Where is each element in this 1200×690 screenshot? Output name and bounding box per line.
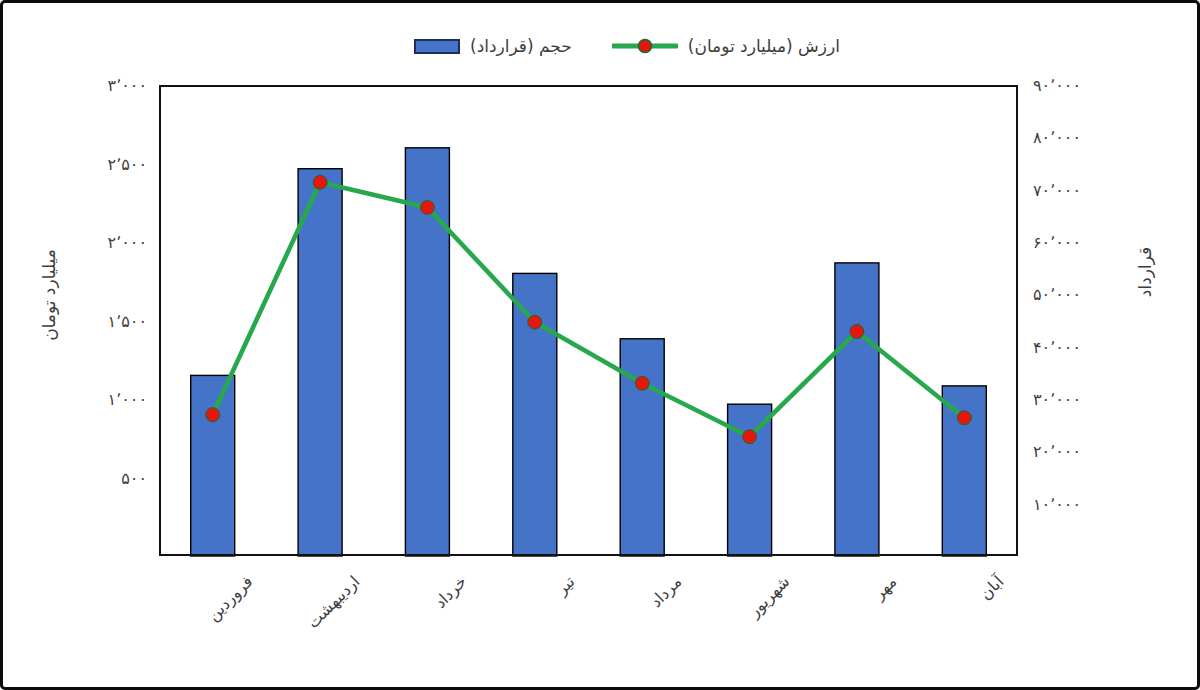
volume-bar [620,339,664,556]
value-marker [313,175,327,189]
legend: ارزش (میلیارد تومان) حجم (قرارداد) [30,36,1200,56]
value-marker [206,408,220,422]
left-tick-label: ۵۰۰ [121,468,147,487]
value-marker [957,411,971,425]
legend-item-value: ارزش (میلیارد تومان) [612,36,840,56]
plot-svg [159,85,1018,556]
right-tick-label: ۹۰٬۰۰۰ [1033,76,1081,95]
x-axis-labels: فروردیناردیبهشتخردادتیرمردادشهریورمهرآبا… [159,556,1018,690]
left-tick-label: ۲٬۵۰۰ [108,154,147,173]
left-tick-label: ۱٬۵۰۰ [108,311,147,330]
x-category-label: فروردین [122,572,256,690]
bar-swatch-icon [414,39,460,54]
volume-bar [298,169,342,556]
plot-border [160,86,1017,555]
volume-bar [835,263,879,556]
value-marker [850,325,864,339]
value-marker [743,430,757,444]
left-tick-label: ۲٬۰۰۰ [108,233,147,252]
volume-bar [191,375,235,556]
right-tick-label: ۴۰٬۰۰۰ [1033,337,1081,356]
right-tick-label: ۳۰٬۰۰۰ [1033,390,1081,409]
right-tick-label: ۲۰٬۰۰۰ [1033,442,1081,461]
value-marker [420,201,434,215]
right-tick-label: ۷۰٬۰۰۰ [1033,180,1081,199]
value-marker [635,376,649,390]
right-tick-label: ۸۰٬۰۰۰ [1033,128,1081,147]
line-marker-icon [612,37,678,55]
left-tick-label: ۱٬۰۰۰ [108,390,147,409]
right-tick-label: ۵۰٬۰۰۰ [1033,285,1081,304]
value-marker [528,315,542,329]
chart-frame: ارزش (میلیارد تومان) حجم (قرارداد) میلیا… [0,0,1200,690]
left-axis-ticks: ۵۰۰۱٬۰۰۰۱٬۵۰۰۲٬۰۰۰۲٬۵۰۰۳٬۰۰۰ [3,85,147,556]
right-tick-label: ۶۰٬۰۰۰ [1033,233,1081,252]
legend-item-volume: حجم (قرارداد) [414,36,572,56]
left-tick-label: ۳٬۰۰۰ [108,76,147,95]
legend-value-label: ارزش (میلیارد تومان) [688,36,840,56]
plot-area [159,85,1018,556]
right-tick-label: ۱۰٬۰۰۰ [1033,494,1081,513]
right-axis-ticks: ۱۰٬۰۰۰ ۲۰٬۰۰۰ ۳۰٬۰۰۰ ۴۰٬۰۰۰ ۵۰٬۰۰۰ ۶۰٬۰۰۰ ۷۰٬۰… [1033,85,1173,556]
legend-volume-label: حجم (قرارداد) [470,36,572,56]
